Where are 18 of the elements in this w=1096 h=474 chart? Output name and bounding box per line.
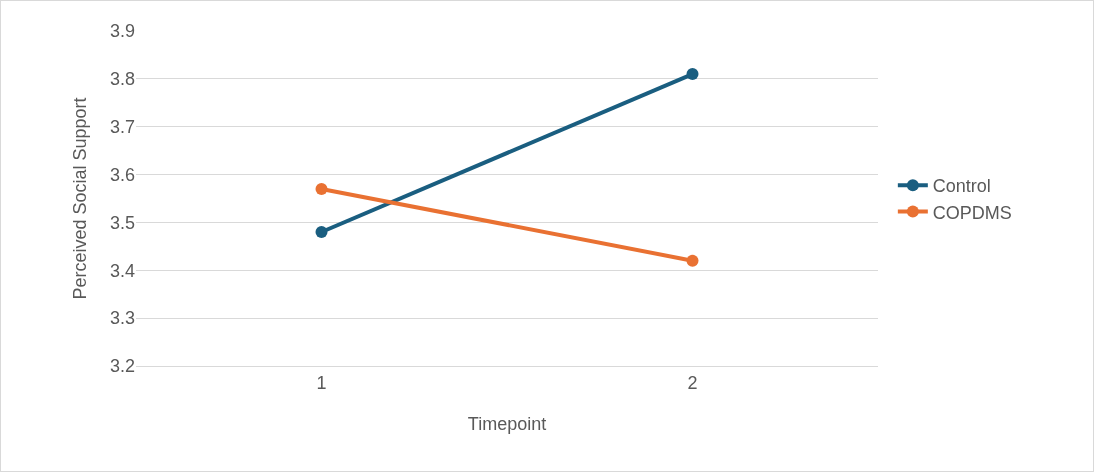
y-tick-label: 3.5 (109, 212, 135, 233)
y-tick-label: 3.7 (109, 117, 135, 138)
point (315, 226, 328, 238)
y-tick-label: 3.8 (109, 69, 135, 90)
y-tick-label: 3.6 (109, 164, 135, 185)
legend-label: Control (932, 176, 991, 197)
point (686, 254, 699, 267)
y-tick-label: 3.3 (109, 308, 135, 329)
y-tick-label: 3.4 (109, 260, 135, 281)
x-axis-title: Timepoint (467, 413, 547, 434)
y-axis-title: Perceived Social Support (70, 97, 91, 300)
x-tick-label: 2 (687, 372, 698, 393)
x-tick-label: 1 (316, 372, 327, 393)
y-tick-label: 3.9 (109, 21, 135, 42)
legend-label: COPDMS (932, 202, 1012, 223)
point (686, 68, 699, 81)
y-tick-label: 3.2 (109, 356, 135, 377)
point (315, 182, 328, 195)
